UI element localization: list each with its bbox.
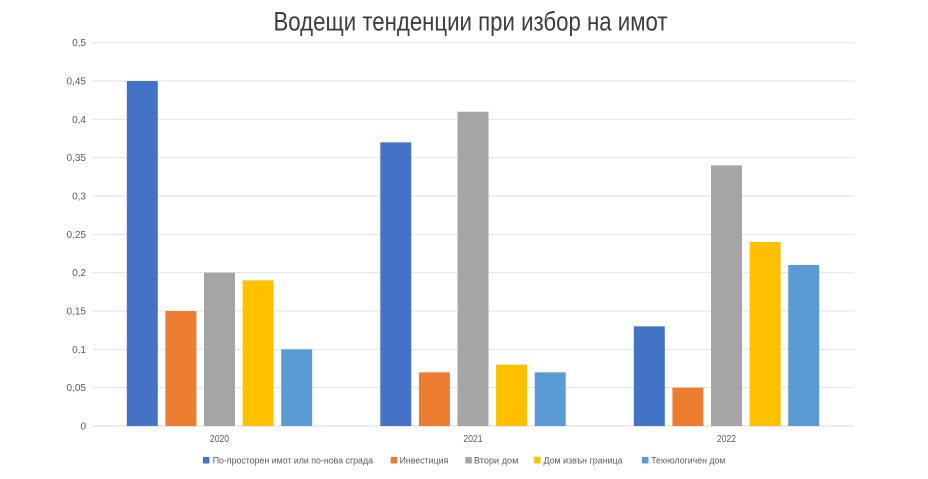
svg-text:0,3: 0,3 bbox=[72, 192, 86, 203]
svg-text:По-просторен имот или по-нова: По-просторен имот или по-нова сграда bbox=[213, 455, 374, 465]
svg-text:2021: 2021 bbox=[463, 434, 482, 445]
svg-text:0,05: 0,05 bbox=[67, 383, 87, 394]
svg-text:Водещи тенденции при избор на: Водещи тенденции при избор на имот bbox=[274, 7, 668, 37]
svg-text:0: 0 bbox=[80, 422, 86, 433]
svg-text:0,1: 0,1 bbox=[72, 345, 86, 356]
svg-text:2020: 2020 bbox=[210, 434, 230, 445]
svg-text:Дом извън граница: Дом извън граница bbox=[544, 455, 624, 465]
svg-text:0,15: 0,15 bbox=[67, 307, 87, 318]
svg-text:0,35: 0,35 bbox=[67, 153, 87, 164]
svg-text:0,5: 0,5 bbox=[72, 38, 86, 49]
svg-text:2022: 2022 bbox=[717, 434, 736, 445]
svg-text:Технологичен дом: Технологичен дом bbox=[651, 455, 725, 465]
svg-text:0,25: 0,25 bbox=[67, 230, 87, 241]
svg-text:0,4: 0,4 bbox=[72, 115, 86, 126]
svg-text:Втори дом: Втори дом bbox=[474, 455, 518, 465]
svg-text:0,45: 0,45 bbox=[67, 77, 87, 88]
svg-text:0,2: 0,2 bbox=[72, 268, 86, 279]
svg-text:Инвестиция: Инвестиция bbox=[400, 455, 449, 465]
